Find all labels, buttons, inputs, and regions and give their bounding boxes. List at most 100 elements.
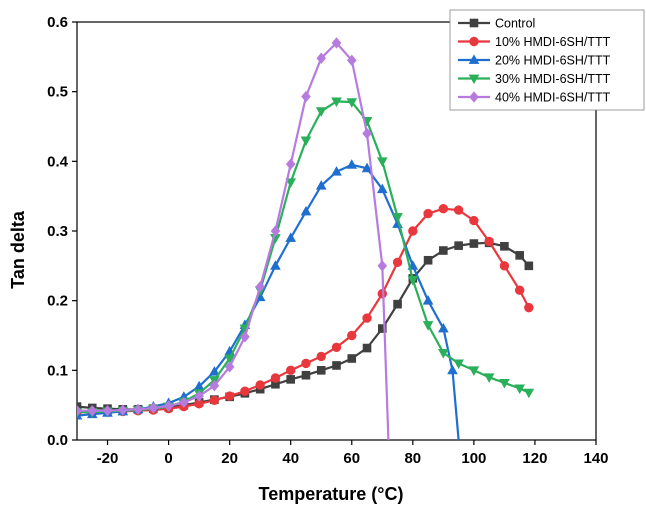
data-point bbox=[77, 402, 82, 411]
data-point bbox=[468, 366, 480, 376]
series-4 bbox=[77, 37, 390, 441]
data-point bbox=[439, 246, 448, 255]
series-line bbox=[77, 41, 390, 441]
data-point bbox=[315, 107, 327, 117]
x-tick-label: 100 bbox=[461, 450, 486, 467]
data-point bbox=[179, 396, 189, 409]
data-point bbox=[392, 257, 403, 268]
x-tick-label: 80 bbox=[404, 450, 421, 467]
data-point bbox=[209, 366, 220, 376]
data-point bbox=[377, 260, 388, 272]
data-point bbox=[285, 158, 296, 170]
data-point bbox=[240, 331, 250, 343]
data-point bbox=[453, 205, 464, 215]
data-point bbox=[524, 261, 534, 271]
series-1 bbox=[77, 204, 534, 417]
data-point bbox=[347, 354, 357, 363]
data-point bbox=[515, 251, 524, 260]
data-point bbox=[376, 183, 388, 194]
series-layer bbox=[77, 37, 535, 441]
series-3 bbox=[77, 97, 535, 418]
data-point bbox=[77, 405, 82, 417]
data-point bbox=[316, 351, 326, 362]
data-point bbox=[224, 361, 235, 373]
data-point bbox=[224, 391, 235, 401]
x-tick-label: 40 bbox=[282, 450, 299, 467]
data-point bbox=[331, 97, 342, 108]
data-point bbox=[447, 364, 458, 375]
legend-label: Control bbox=[495, 17, 535, 31]
data-point bbox=[331, 37, 342, 49]
data-point bbox=[423, 208, 433, 219]
data-point bbox=[286, 375, 296, 384]
series-line bbox=[77, 207, 530, 414]
data-point bbox=[102, 405, 113, 417]
data-point bbox=[362, 127, 372, 140]
data-point bbox=[194, 390, 204, 402]
data-point bbox=[316, 366, 326, 375]
data-point bbox=[361, 162, 373, 173]
data-point bbox=[316, 52, 327, 64]
legend-marker bbox=[468, 54, 480, 64]
legend-marker bbox=[469, 18, 479, 28]
data-point bbox=[523, 388, 535, 399]
data-point bbox=[453, 359, 464, 369]
x-tick-label: 120 bbox=[522, 450, 547, 467]
legend-item: 20% HMDI-6SH/TTT bbox=[458, 54, 611, 68]
data-point bbox=[133, 403, 143, 416]
legend-marker bbox=[468, 74, 480, 85]
series-0 bbox=[77, 238, 534, 414]
legend-marker bbox=[469, 91, 479, 103]
data-point bbox=[301, 370, 311, 380]
data-point bbox=[270, 373, 281, 383]
data-point bbox=[377, 324, 387, 333]
data-point bbox=[347, 330, 357, 341]
data-point bbox=[362, 313, 372, 323]
y-tick-label: 0.4 bbox=[47, 153, 69, 170]
data-point bbox=[408, 226, 418, 236]
data-point bbox=[524, 302, 534, 313]
data-point bbox=[346, 98, 358, 108]
legend-label: 40% HMDI-6SH/TTT bbox=[495, 91, 611, 105]
y-tick-label: 0.6 bbox=[47, 14, 68, 31]
data-point bbox=[77, 410, 83, 420]
data-point bbox=[423, 255, 433, 265]
data-point bbox=[285, 178, 297, 188]
data-point bbox=[224, 354, 235, 365]
data-point bbox=[393, 299, 402, 309]
data-point bbox=[331, 342, 342, 353]
data-point bbox=[270, 225, 281, 237]
data-point bbox=[209, 379, 220, 392]
series-line bbox=[77, 241, 530, 411]
legend-item: 10% HMDI-6SH/TTT bbox=[458, 35, 611, 49]
data-point bbox=[500, 242, 509, 251]
data-point bbox=[87, 405, 98, 417]
data-point bbox=[255, 281, 265, 293]
axis-layer: -20 0 20 40 60 80 100 120 140 0.0 0.1 0.2 0.3 0.4 0.5 0… bbox=[47, 14, 608, 467]
data-point bbox=[300, 136, 312, 147]
data-point bbox=[209, 395, 220, 405]
x-tick-label: 0 bbox=[164, 450, 172, 467]
data-point bbox=[118, 404, 128, 416]
data-point bbox=[438, 349, 449, 359]
data-point bbox=[300, 205, 312, 216]
x-tick-label: 140 bbox=[583, 450, 608, 467]
legend-item: Control bbox=[458, 17, 535, 31]
x-tick-label: 20 bbox=[221, 450, 238, 467]
data-point bbox=[483, 373, 495, 383]
data-point bbox=[163, 400, 174, 412]
data-point bbox=[376, 157, 388, 167]
data-point bbox=[255, 380, 265, 390]
y-tick-label: 0.3 bbox=[47, 223, 68, 240]
data-point bbox=[362, 343, 372, 353]
data-point bbox=[301, 358, 311, 369]
data-point bbox=[422, 321, 434, 331]
legend-label: 20% HMDI-6SH/TTT bbox=[495, 54, 611, 68]
y-tick-label: 0.1 bbox=[47, 362, 68, 379]
y-tick-label: 0.2 bbox=[47, 293, 68, 310]
legend: Control 10% HMDI-6SH/TTT 20% HMDI-6SH/TTT 3… bbox=[449, 9, 645, 111]
legend-label: 10% HMDI-6SH/TTT bbox=[495, 35, 611, 49]
data-point bbox=[484, 236, 494, 247]
y-tick-label: 0.5 bbox=[47, 84, 68, 101]
